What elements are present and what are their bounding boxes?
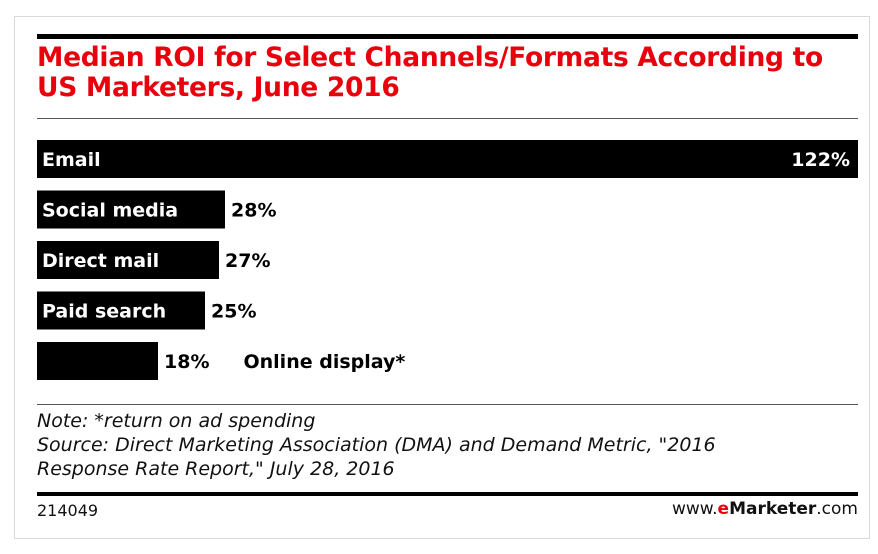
category-label-online-display: Online display*	[243, 351, 405, 373]
top-rule	[37, 34, 858, 39]
value-label-online-display: 18%	[164, 351, 209, 373]
brand-name: Marketer	[729, 499, 817, 519]
chart-title: Median ROI for Select Channels/Formats A…	[37, 43, 858, 103]
bar-email	[37, 140, 858, 178]
bar-direct-mail	[37, 241, 219, 279]
bar-online-display	[37, 342, 158, 380]
value-label-paid-search: 25%	[211, 301, 256, 323]
category-label-paid-search: Paid search	[42, 301, 166, 323]
title-line-1: Median ROI for Select Channels/Formats A…	[37, 42, 823, 73]
bar-paid-search	[37, 291, 205, 330]
value-label-email: 122%	[791, 149, 850, 171]
category-label-direct-mail: Direct mail	[42, 250, 159, 272]
category-label-email: Email	[42, 149, 101, 171]
title-divider	[37, 118, 858, 119]
source-line-1: Source: Direct Marketing Association (DM…	[37, 434, 716, 456]
value-label-social-media: 28%	[231, 200, 276, 222]
bar-social-media	[37, 190, 225, 229]
brand-prefix: www.	[671, 499, 718, 519]
note-divider	[37, 404, 858, 405]
chart-id: 214049	[37, 501, 99, 520]
emarketer-logo: www.eMarketer.com	[672, 499, 858, 519]
title-line-2: US Marketers, June 2016	[37, 72, 400, 103]
bottom-rule	[37, 492, 858, 496]
value-label-direct-mail: 27%	[225, 250, 270, 272]
category-label-social-media: Social media	[42, 200, 178, 222]
note-text: Note: *return on ad spending	[37, 410, 316, 432]
source-line-2: Response Rate Report," July 28, 2016	[37, 458, 395, 480]
brand-accent: e	[717, 499, 730, 519]
brand-suffix: .com	[816, 499, 858, 519]
chart-notes: Note: *return on ad spending Source: Dir…	[37, 409, 858, 481]
